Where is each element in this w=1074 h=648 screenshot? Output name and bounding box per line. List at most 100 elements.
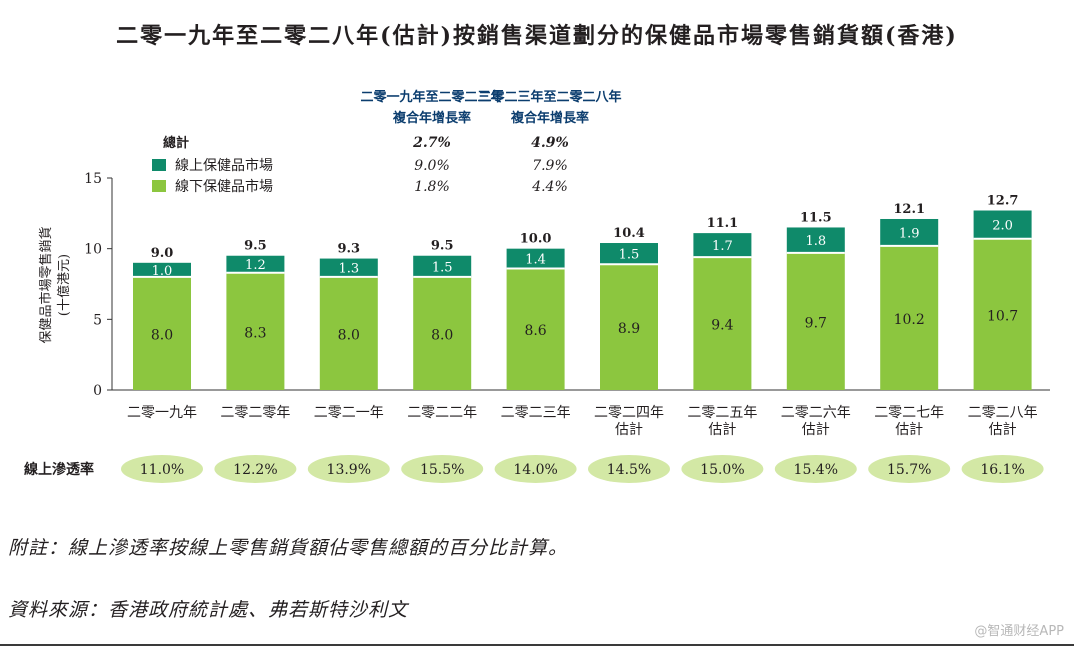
data-label-online: 1.3 [338,262,359,277]
data-label-total: 11.1 [707,216,739,231]
data-label-online: 1.8 [805,234,826,249]
y-tick-label: 5 [93,312,102,328]
cagr-header: 二零一九年至二零二三年 [360,89,503,105]
x-tick-label: 二零二零年 [220,405,290,421]
penetration-value: 15.7% [887,462,931,478]
bar-online [506,248,565,269]
cagr-value: 9.0% [414,158,450,174]
x-tick-label: 估計 [802,422,830,438]
x-tick-label: 二零二八年 [968,405,1038,421]
data-label-online: 1.5 [619,248,640,263]
data-label-online: 1.4 [525,253,546,268]
data-label-online: 1.2 [245,258,266,273]
x-tick-label: 估計 [989,422,1017,438]
legend-label: 線上保健品市場 [175,157,273,174]
legend-swatch-offline [152,180,166,192]
penetration-ellipse [588,455,670,483]
bottom-divider [0,644,1074,646]
bar-online [319,258,378,277]
bar-offline [880,245,939,390]
watermark: @智通财经APP [974,624,1064,639]
data-label-total: 10.4 [613,226,645,241]
y-tick-label: 10 [84,242,102,258]
footnote: 附註：線上滲透率按線上零售銷貨額佔零售總額的百分比計算。 [8,537,569,559]
x-tick-label: 二零二一年 [314,405,384,421]
penetration-ellipse [401,455,484,483]
cagr-header: 複合年增長率 [510,110,589,126]
bar-online [226,255,285,273]
x-tick-label: 二零二二年 [407,405,477,421]
x-tick-label: 二零二五年 [687,405,757,421]
cagr-header: 二零二三年至二零二八年 [478,89,621,105]
data-label-total: 12.7 [987,194,1019,209]
data-label-offline: 8.9 [618,321,640,337]
x-tick-label: 估計 [615,422,643,438]
data-label-online: 1.0 [152,264,173,279]
data-label-online: 2.0 [992,219,1013,234]
bar-offline [133,276,191,390]
data-label-total: 9.0 [151,246,174,261]
data-label-total: 9.3 [337,242,360,257]
data-label-offline: 9.7 [805,315,827,331]
bar-offline [693,257,752,390]
penetration-ellipse [961,455,1044,483]
bar-online [880,218,939,246]
cagr-value: 1.8% [414,179,450,195]
bar-offline [506,268,565,390]
legend-label: 線下保健品市場 [175,178,273,195]
bar-offline [973,238,1032,390]
y-axis-unit: (十億港元) [56,254,72,316]
source-note: 資料來源：香港政府統計處、弗若斯特沙利文 [8,599,409,621]
x-tick-label: 二零二三年 [501,405,571,421]
chart-title: 二零一九年至二零二八年(估計)按銷售渠道劃分的保健品市場零售銷貨額(香港) [116,23,958,49]
x-tick-label: 二零二四年 [594,405,664,421]
penetration-value: 15.5% [420,462,464,478]
data-label-offline: 9.4 [711,318,733,334]
penetration-ellipse [681,455,764,483]
penetration-value: 16.1% [980,462,1024,478]
penetration-value: 15.0% [700,462,744,478]
cagr-value: 7.9% [532,158,568,174]
data-label-offline: 8.0 [151,327,173,343]
penetration-value: 13.9% [327,462,371,478]
cagr-header: 複合年增長率 [392,110,471,126]
cagr-value: 4.9% [531,135,569,151]
data-label-offline: 10.2 [894,312,925,328]
bar-offline [319,276,378,390]
bar-online [600,243,658,265]
x-tick-label: 估計 [895,422,923,438]
data-label-offline: 8.6 [524,323,546,339]
penetration-ellipse [307,455,390,483]
bar-online [973,210,1032,239]
penetration-label: 線上滲透率 [24,461,94,478]
bar-offline [600,264,658,390]
y-axis-label: 保健品市場零售銷貨 [38,226,54,343]
penetration-value: 11.0% [140,462,184,478]
bar-online [786,227,845,253]
penetration-value: 12.2% [233,462,277,478]
bar-offline [413,276,472,390]
cagr-value: 4.4% [531,179,568,195]
data-label-total: 9.5 [431,239,454,254]
bar-online [693,233,752,258]
legend-swatch-online [152,159,166,171]
data-label-total: 11.5 [800,210,832,225]
data-label-online: 1.7 [712,239,733,254]
x-tick-label: 二零一九年 [127,405,197,421]
penetration-value: 14.0% [513,462,557,478]
penetration-value: 14.5% [607,462,651,478]
penetration-ellipse [214,455,297,483]
cagr-value: 2.7% [412,135,451,151]
data-label-offline: 8.3 [244,325,266,341]
data-label-total: 12.1 [893,202,925,217]
cagr-row-label: 總計 [163,135,189,151]
penetration-value: 15.4% [794,462,838,478]
penetration-ellipse [121,455,203,483]
data-label-offline: 8.0 [431,327,453,343]
penetration-ellipse [774,455,857,483]
y-tick-label: 0 [93,383,102,399]
x-tick-label: 二零二七年 [874,405,944,421]
data-label-offline: 10.7 [987,308,1018,324]
y-tick-label: 15 [84,171,102,187]
bar-online [133,262,191,277]
